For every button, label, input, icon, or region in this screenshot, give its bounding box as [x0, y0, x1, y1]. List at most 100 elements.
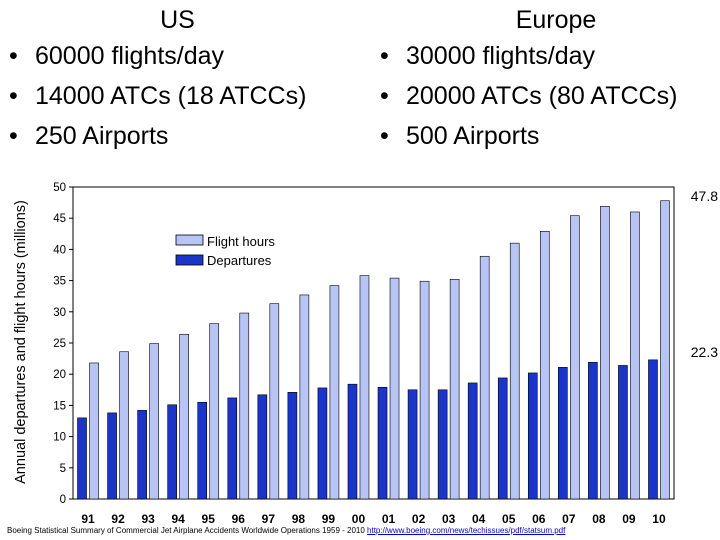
y-tick-label: 50	[53, 182, 66, 194]
bar-departures	[317, 387, 328, 500]
bar-flight-hours	[269, 303, 280, 500]
bar-flight-hours	[600, 206, 610, 500]
bar-flight-hours	[509, 242, 520, 500]
europe-bullet-list: • 30000 flights/day • 20000 ATCs (80 ATCCs…	[372, 36, 720, 156]
bar-flight-hours	[359, 275, 370, 500]
y-tick-label: 25	[53, 338, 66, 350]
europe-column: Europe • 30000 flights/day • 20000 ATCs (8…	[372, 4, 720, 156]
bar-departures	[588, 362, 598, 500]
bar-flight-hours	[179, 333, 189, 500]
bar-departures	[347, 383, 358, 500]
europe-bullet-text: 30000 flights/day	[406, 42, 596, 70]
bar-flight-hours	[479, 255, 490, 500]
annotation-departures-2010: 22.3	[691, 344, 718, 360]
x-tick-label: 10	[652, 512, 666, 526]
x-tick-label: 99	[322, 512, 336, 526]
bullet-dot: •	[380, 82, 389, 110]
x-tick-label: 94	[171, 512, 185, 526]
y-tick-label: 15	[53, 400, 66, 412]
europe-bullet-text: 500 Airports	[406, 122, 540, 150]
x-tick-label: 04	[472, 512, 486, 526]
x-tick-label: 00	[352, 512, 366, 526]
y-tick-label: 10	[53, 432, 66, 444]
europe-bullet-text: 20000 ATCs (80 ATCCs)	[406, 82, 678, 110]
x-tick-label: 02	[412, 512, 426, 526]
legend-label-departures: Departures	[207, 253, 272, 268]
us-bullet-list: • 60000 flights/day • 14000 ATCs (18 ATCCs…	[0, 36, 360, 156]
bar-departures	[257, 394, 268, 500]
us-bullet-text: 14000 ATCs (18 ATCCs)	[35, 82, 307, 110]
bar-departures	[437, 389, 448, 500]
bullet-dot: •	[9, 42, 18, 70]
bar-flight-hours	[389, 277, 400, 500]
bar-chart: Annual departures and flight hours (mill…	[13, 182, 718, 526]
bar-flight-hours	[630, 211, 640, 500]
legend-label-flight-hours: Flight hours	[207, 234, 275, 249]
x-tick-label: 05	[502, 512, 516, 526]
bar-departures	[107, 412, 117, 500]
legend-swatch-departures	[175, 254, 204, 266]
europe-bullet-item: • 500 Airports	[372, 116, 720, 156]
bar-departures	[137, 410, 147, 500]
bar-flight-hours	[209, 323, 220, 500]
bar-departures	[287, 391, 298, 500]
us-bullet-item: • 14000 ATCs (18 ATCCs)	[0, 76, 360, 116]
bar-departures	[197, 401, 208, 500]
bar-departures	[648, 359, 658, 500]
source-citation: Boeing Statistical Summary of Commercial…	[7, 526, 565, 535]
us-bullet-item: • 250 Airports	[0, 116, 360, 156]
y-tick-label: 0	[60, 494, 66, 506]
x-tick-label: 01	[382, 512, 396, 526]
x-tick-label: 95	[202, 512, 216, 526]
chart-legend: Flight hours Departures	[175, 234, 275, 268]
bar-flight-hours	[239, 312, 250, 500]
bar-flight-hours	[449, 279, 460, 500]
europe-title: Europe	[515, 6, 597, 34]
x-tick-label: 93	[141, 512, 155, 526]
y-axis-label: Annual departures and flight hours (mill…	[13, 200, 29, 484]
x-tick-label: 91	[81, 512, 95, 526]
bar-departures	[77, 417, 87, 500]
bar-departures	[558, 367, 568, 500]
bar-departures	[618, 365, 628, 500]
us-bullet-text: 60000 flights/day	[35, 42, 225, 70]
legend-swatch-flight-hours	[175, 234, 204, 246]
bar-flight-hours	[149, 343, 159, 500]
x-tick-label: 07	[562, 512, 576, 526]
bar-flight-hours	[299, 294, 310, 500]
annotation-flight-hours-2010: 47.8	[691, 188, 718, 204]
bar-flight-hours	[89, 362, 99, 500]
bar-flight-hours	[119, 351, 129, 500]
source-text: Boeing Statistical Summary of Commercial…	[7, 526, 368, 535]
plot-area-frame	[72, 186, 675, 500]
x-tick-label: 09	[622, 512, 636, 526]
source-link[interactable]: http://www.boeing.com/news/techissues/pd…	[367, 526, 566, 535]
bar-departures	[377, 387, 388, 500]
bullet-dot: •	[380, 42, 389, 70]
bar-departures	[227, 397, 238, 500]
bar-flight-hours	[660, 200, 670, 500]
bar-flight-hours	[329, 285, 340, 500]
y-tick-label: 5	[60, 463, 66, 475]
y-tick-label: 30	[53, 307, 66, 319]
bar-departures	[167, 404, 177, 500]
x-tick-label: 96	[232, 512, 246, 526]
bullet-dot: •	[9, 82, 18, 110]
bullet-dot: •	[380, 122, 389, 150]
x-tick-label: 03	[442, 512, 456, 526]
europe-bullet-item: • 30000 flights/day	[372, 36, 720, 76]
x-tick-label: 08	[592, 512, 606, 526]
bar-flight-hours	[539, 231, 550, 500]
x-tick-label: 92	[111, 512, 125, 526]
us-title: US	[160, 6, 195, 34]
bar-departures	[497, 377, 508, 500]
us-column: US • 60000 flights/day • 14000 ATCs (18 AT…	[0, 4, 360, 156]
x-tick-label: 97	[262, 512, 276, 526]
bar-departures	[407, 389, 418, 500]
bars-group	[77, 200, 670, 500]
bar-departures	[467, 382, 478, 500]
bar-flight-hours	[570, 215, 580, 500]
us-bullet-text: 250 Airports	[35, 122, 169, 150]
bar-flight-hours	[419, 280, 430, 500]
